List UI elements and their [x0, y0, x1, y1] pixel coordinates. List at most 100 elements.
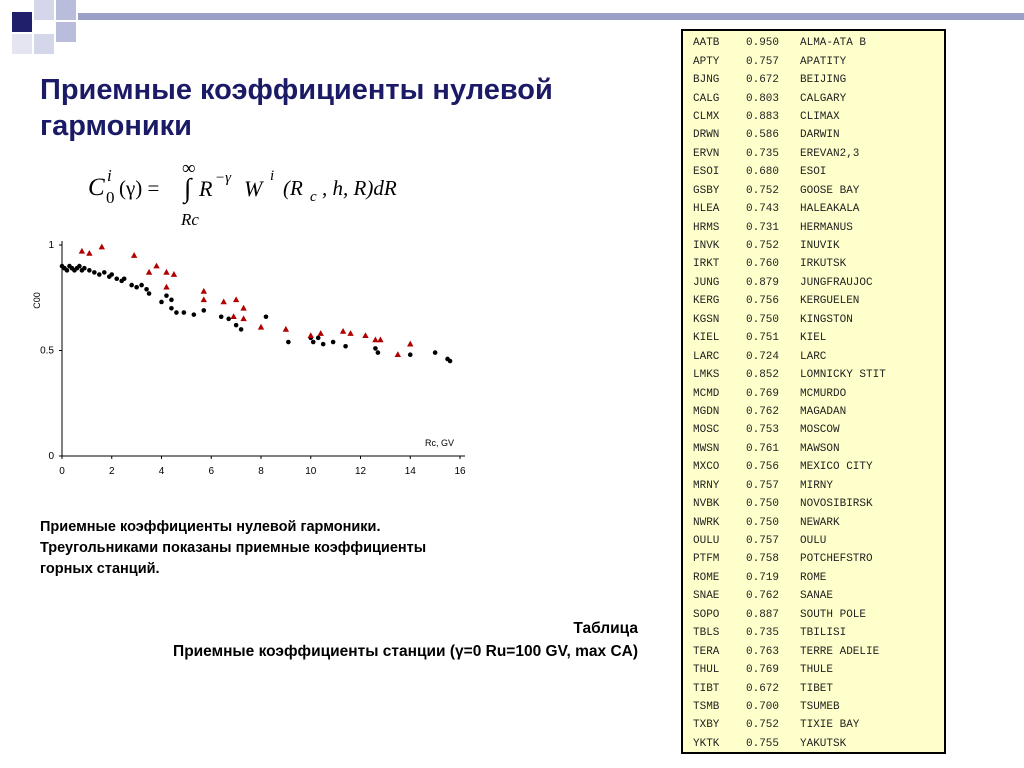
formula-c: C: [88, 174, 105, 201]
station-coefficient: 0.763: [746, 645, 780, 658]
station-code: KERG: [693, 295, 720, 308]
station-code: THUL: [693, 664, 720, 677]
data-point-circle: [129, 282, 134, 288]
station-code: SNAE: [693, 590, 720, 603]
data-point-triangle: [232, 296, 240, 303]
x-tick-label: 16: [454, 466, 466, 477]
data-point-triangle: [170, 271, 178, 277]
station-name: SANAE: [800, 590, 834, 603]
formula-w: W: [244, 176, 263, 201]
station-code: TBLS: [693, 627, 720, 640]
x-tick-label: 0: [59, 466, 65, 477]
station-name: OULU: [800, 535, 827, 548]
data-point-triangle: [347, 330, 354, 336]
table-caption: Таблица Приемные коэффициенты станции (γ…: [40, 617, 638, 663]
data-point-triangle: [257, 323, 265, 330]
table-row: BJNG 0.672 BEIJING: [693, 71, 944, 89]
table-row: CLMX 0.883 CLIMAX: [693, 108, 944, 126]
station-name: GOOSE BAY: [800, 184, 860, 197]
station-name: MAGADAN: [800, 405, 847, 418]
station-code: MRNY: [693, 479, 720, 492]
table-row: LARC 0.724 LARC: [693, 347, 944, 365]
table-row: PTFM 0.758 POTCHEFSTRO: [693, 550, 944, 568]
table-row: CALG 0.803 CALGARY: [693, 89, 944, 107]
data-point-triangle: [200, 287, 207, 294]
y-tick-label: 0: [48, 451, 54, 462]
data-point-triangle: [163, 283, 170, 290]
station-table: AATB 0.950 ALMA-ATA B APTY 0.757 APATITY BJNG 0…: [681, 29, 946, 754]
data-point-triangle: [240, 304, 247, 311]
station-coefficient: 0.751: [746, 332, 780, 345]
station-code: MCMD: [693, 387, 720, 400]
data-point-circle: [226, 316, 231, 322]
station-code: TXBY: [693, 719, 720, 732]
station-name: MOSCOW: [800, 424, 840, 437]
data-point-circle: [310, 339, 316, 345]
data-point-triangle: [78, 247, 86, 254]
station-coefficient: 0.680: [746, 166, 780, 179]
table-row: GSBY 0.752 GOOSE BAY: [693, 182, 944, 200]
station-coefficient: 0.758: [746, 553, 780, 566]
station-coefficient: 0.887: [746, 608, 780, 621]
station-name: EREVAN2,3: [800, 147, 860, 160]
station-name: POTCHEFSTRO: [800, 553, 873, 566]
table-row: JUNG 0.879 JUNGFRAUJOC: [693, 274, 944, 292]
station-coefficient: 0.724: [746, 350, 780, 363]
station-code: MOSC: [693, 424, 720, 437]
station-coefficient: 0.735: [746, 147, 780, 160]
station-name: IRKUTSK: [800, 258, 847, 271]
station-name: NOVOSIBIRSK: [800, 498, 873, 511]
data-point-circle: [238, 327, 244, 332]
x-tick-label: 8: [258, 466, 264, 477]
formula-r-sup: −γ: [215, 170, 232, 186]
deco-square-light: [56, 22, 76, 42]
station-code: APTY: [693, 55, 720, 68]
deco-square-light: [34, 0, 54, 20]
data-point-circle: [82, 265, 87, 271]
station-name: BEIJING: [800, 74, 847, 87]
table-row: TERA 0.763 TERRE ADELIE: [693, 642, 944, 660]
station-code: CLMX: [693, 110, 720, 123]
station-name: KIEL: [800, 332, 827, 345]
data-point-triangle: [130, 252, 138, 258]
station-code: BJNG: [693, 74, 720, 87]
station-code: YKTK: [693, 737, 720, 750]
data-point-circle: [144, 287, 149, 292]
station-coefficient: 0.750: [746, 498, 780, 511]
data-point-circle: [233, 322, 239, 328]
deco-square-light: [34, 34, 54, 54]
formula-gamma-arg: (γ) =: [119, 176, 160, 200]
station-name: TSUMEB: [800, 700, 840, 713]
x-tick-label: 4: [159, 466, 165, 477]
data-point-circle: [121, 276, 127, 282]
station-code: IRKT: [693, 258, 720, 271]
table-row: KIEL 0.751 KIEL: [693, 329, 944, 347]
data-point-circle: [164, 293, 169, 298]
station-name: YAKUTSK: [800, 737, 847, 750]
station-name: KERGUELEN: [800, 295, 860, 308]
station-code: NWRK: [693, 516, 720, 529]
station-code: MXCO: [693, 461, 720, 474]
table-row: HLEA 0.743 HALEAKALA: [693, 200, 944, 218]
data-point-triangle: [240, 315, 247, 322]
station-coefficient: 0.756: [746, 461, 780, 474]
station-name: ESOI: [800, 166, 827, 179]
integral-formula: C i 0 (γ) = ∞ ∫ Rc R −γ W i (R c , h, R)…: [88, 158, 448, 240]
station-coefficient: 0.743: [746, 203, 780, 216]
scatter-chart: 0 2 4 6 8 10 12 14 16 0 0.5 1 C00 Rc, GV: [32, 240, 466, 477]
table-row: MWSN 0.761 MAWSON: [693, 440, 944, 458]
station-coefficient: 0.762: [746, 590, 780, 603]
data-point-circle: [201, 308, 207, 313]
station-name: MAWSON: [800, 442, 840, 455]
station-name: INUVIK: [800, 240, 840, 253]
x-tick-label: 14: [405, 466, 417, 477]
table-row: KGSN 0.750 KINGSTON: [693, 311, 944, 329]
data-point-circle: [447, 358, 453, 364]
table-row: MCMD 0.769 MCMURDO: [693, 384, 944, 402]
station-name: TIXIE BAY: [800, 719, 860, 732]
station-coefficient: 0.769: [746, 387, 780, 400]
station-name: HERMANUS: [800, 221, 853, 234]
header-bar: [78, 13, 1024, 20]
station-code: CALG: [693, 92, 720, 105]
station-name: TBILISI: [800, 627, 847, 640]
